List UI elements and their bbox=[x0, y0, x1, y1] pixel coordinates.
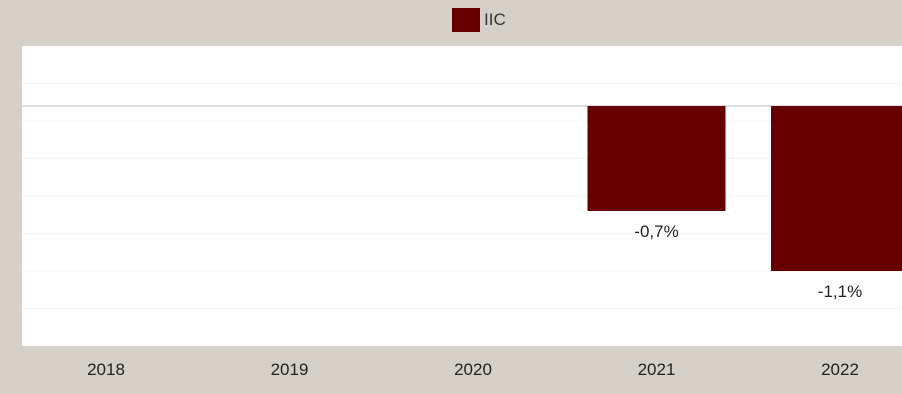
plot-area: -0,7% -1,1% bbox=[22, 46, 902, 346]
bar-2021 bbox=[587, 106, 726, 211]
x-tick-label: 2020 bbox=[454, 360, 492, 379]
chart-svg: -0,7% -1,1% bbox=[22, 46, 902, 346]
x-tick-label: 2018 bbox=[87, 360, 125, 379]
data-label-2021: -0,7% bbox=[634, 222, 678, 241]
legend-label: IIC bbox=[484, 10, 506, 29]
cut-off-title bbox=[60, 0, 860, 3]
data-label-2022: -1,1% bbox=[818, 282, 862, 301]
x-axis: 2018 2019 2020 2021 2022 bbox=[0, 346, 902, 394]
x-tick-label: 2019 bbox=[270, 360, 309, 379]
x-tick-label: 2022 bbox=[821, 360, 859, 379]
legend: IIC bbox=[452, 8, 506, 32]
x-tick-label: 2021 bbox=[637, 360, 676, 379]
legend-swatch bbox=[452, 8, 480, 32]
bar-2022 bbox=[771, 106, 902, 271]
